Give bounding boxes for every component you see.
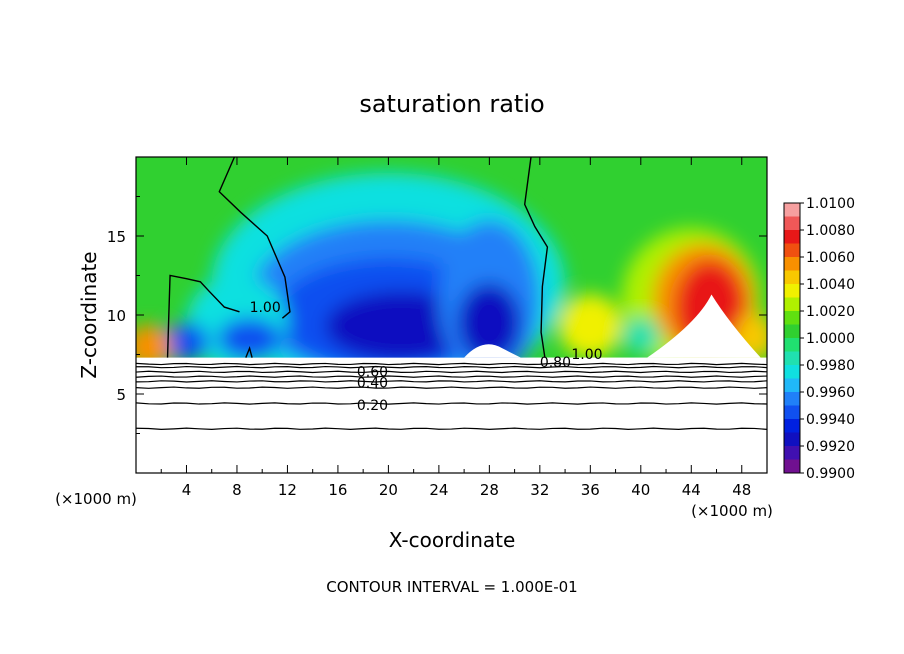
x-tick-label: 4: [182, 481, 192, 499]
x-tick-label: 36: [581, 481, 600, 499]
x-tick-label: 16: [328, 481, 347, 499]
colorbar-swatch: [784, 459, 800, 474]
colorbar-swatch: [784, 405, 800, 420]
contour-label: 1.00: [571, 347, 602, 363]
contour-line: [136, 402, 767, 405]
masked-bump: [464, 344, 521, 358]
contour-line: [136, 375, 767, 378]
colorbar-label: 0.9960: [806, 385, 855, 401]
contour-label: 0.80: [540, 355, 571, 371]
x-tick-label: 32: [530, 481, 549, 499]
contour-line: [136, 380, 767, 383]
colorbar-label: 0.9940: [806, 412, 855, 428]
contour-line: [136, 362, 767, 366]
y-tick-label: 10: [107, 307, 126, 325]
y-tick-label: 5: [116, 386, 126, 404]
colorbar-swatch: [784, 432, 800, 447]
x-tick-label: 48: [732, 481, 751, 499]
contour-line: [245, 345, 253, 358]
y-tick-label: 15: [107, 228, 126, 246]
contour-lines: [136, 157, 767, 430]
contour-line: [136, 386, 767, 389]
x-tick-label: 44: [682, 481, 701, 499]
contour-line: [166, 274, 240, 358]
colorbar-swatch: [784, 338, 800, 352]
colorbar: 1.0100 1.0080 1.0060 1.0040 1.0020 1.0000 0.99…: [783, 196, 855, 482]
contour-line: [136, 427, 767, 430]
contour-interval-note: CONTOUR INTERVAL = 1.000E-01: [326, 578, 577, 596]
colorbar-label: 1.0040: [806, 277, 855, 293]
chart-title: saturation ratio: [359, 90, 544, 118]
x-tick-label: 12: [278, 481, 297, 499]
x-tick-label: 8: [232, 481, 242, 499]
x-axis-ticks: 4 8 12 16 20 24 28 32 36 40 44 48: [160, 157, 751, 499]
colorbar-label: 0.9900: [806, 466, 855, 482]
field-blob: [163, 322, 210, 361]
colorbar-swatch: [784, 297, 800, 312]
colorbar-swatch: [784, 365, 800, 379]
colorbar-label: 1.0080: [806, 223, 855, 239]
field-blobs: [136, 172, 767, 394]
x-unit-left: (×1000 m): [55, 490, 137, 508]
field-blob: [558, 294, 622, 358]
contour-label: 1.00: [250, 300, 281, 316]
colorbar-swatch: [784, 392, 800, 406]
colorbar-swatch: [784, 243, 800, 258]
contour-line: [136, 365, 767, 369]
y-axis-ticks: 5 10 15: [107, 196, 767, 434]
subsaturated-region: [136, 357, 767, 473]
contour-label: 0.20: [357, 398, 388, 414]
contour-line: [523, 157, 549, 358]
colorbar-label: 1.0000: [806, 331, 855, 347]
x-tick-label: 28: [480, 481, 499, 499]
field-blob: [136, 324, 172, 369]
field-blob: [621, 318, 660, 353]
colorbar-swatch: [784, 351, 800, 366]
colorbar-swatch: [784, 324, 800, 339]
contour-labels: 1.001.000.800.600.400.20: [250, 300, 603, 414]
contour-line: [218, 157, 291, 319]
colorbar-swatch: [784, 270, 800, 285]
colorbar-swatch: [784, 446, 800, 460]
colorbar-label: 0.9920: [806, 439, 855, 455]
colorbar-swatch: [784, 230, 800, 244]
field-blob: [457, 283, 521, 363]
x-tick-label: 24: [429, 481, 448, 499]
contour-label: 0.40: [357, 376, 388, 392]
colorbar-swatch: [784, 378, 800, 393]
colorbar-swatch: [784, 311, 800, 325]
colorbar-label: 1.0100: [806, 196, 855, 212]
x-axis-label: X-coordinate: [389, 528, 516, 552]
colorbar-swatch: [784, 419, 800, 433]
contour-label: 0.60: [357, 365, 388, 381]
colorbar-label: 0.9980: [806, 358, 855, 374]
colorbar-label: 1.0020: [806, 304, 855, 320]
contour-line: [136, 370, 767, 374]
colorbar-swatch: [784, 203, 800, 217]
x-tick-label: 20: [379, 481, 398, 499]
colorbar-label: 1.0060: [806, 250, 855, 266]
x-tick-label: 40: [631, 481, 650, 499]
colorbar-swatch: [784, 216, 800, 231]
colorbar-swatch: [784, 284, 800, 298]
y-axis-label: Z-coordinate: [77, 251, 101, 378]
saturation-field: [136, 157, 767, 473]
field-blob: [218, 318, 282, 360]
field-blob: [325, 291, 477, 361]
colorbar-swatch: [784, 257, 800, 271]
x-unit-right: (×1000 m): [691, 502, 773, 520]
masked-peak: [647, 294, 761, 358]
